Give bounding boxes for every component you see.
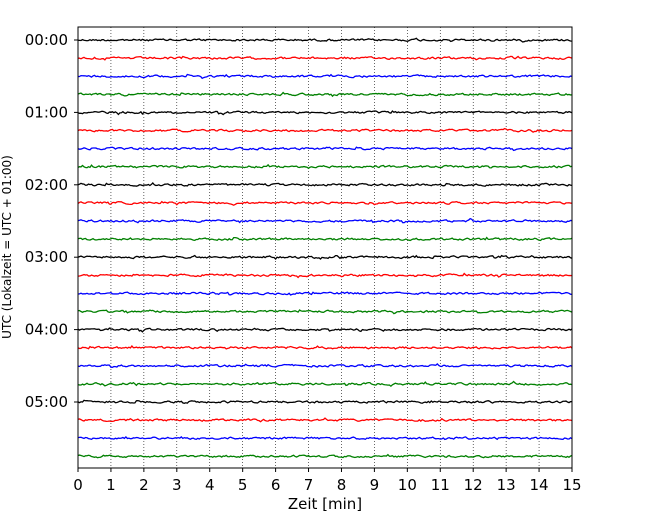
trace-02:00 xyxy=(77,182,573,187)
x-tick-label-6: 6 xyxy=(271,476,281,494)
x-tick-label-7: 7 xyxy=(304,476,314,494)
x-tick-label-14: 14 xyxy=(530,476,549,494)
trace-03:15 xyxy=(77,272,573,279)
x-tick-label-12: 12 xyxy=(464,476,483,494)
trace-04:15 xyxy=(77,345,573,350)
trace-03:30 xyxy=(77,291,573,296)
trace-03:00 xyxy=(77,254,573,261)
x-tick-label-3: 3 xyxy=(172,476,182,494)
x-tick-label-11: 11 xyxy=(431,476,450,494)
x-axis: 0 1 2 3 4 5 6 7 8 9 10 11 12 13 14 15 xyxy=(73,468,582,494)
trace-group xyxy=(77,37,573,459)
trace-01:15 xyxy=(77,127,573,133)
trace-01:30 xyxy=(77,146,573,152)
y-tick-label-02:00: 02:00 xyxy=(25,176,68,194)
y-tick-label-03:00: 03:00 xyxy=(25,248,68,266)
y-axis: 00:00 01:00 02:00 03:00 04:00 05:00 xyxy=(25,31,78,411)
plot-frame xyxy=(77,26,573,469)
trace-05:15 xyxy=(77,417,573,423)
x-tick-label-10: 10 xyxy=(398,476,417,494)
trace-05:00 xyxy=(77,399,573,404)
trace-02:15 xyxy=(77,200,573,206)
trace-03:45 xyxy=(77,309,573,315)
x-tick-label-4: 4 xyxy=(205,476,215,494)
trace-05:30 xyxy=(77,436,573,441)
trace-00:15 xyxy=(77,55,573,61)
trace-00:30 xyxy=(77,73,573,80)
trace-04:00 xyxy=(77,327,573,333)
y-tick-label-05:00: 05:00 xyxy=(25,393,68,411)
x-tick-label-0: 0 xyxy=(73,476,83,494)
x-tick-label-1: 1 xyxy=(106,476,116,494)
x-tick-label-8: 8 xyxy=(337,476,347,494)
x-tick-label-9: 9 xyxy=(370,476,380,494)
trace-01:45 xyxy=(77,163,573,170)
trace-02:45 xyxy=(77,236,573,242)
plot-background xyxy=(78,27,572,468)
trace-04:30 xyxy=(77,363,573,368)
x-tick-label-15: 15 xyxy=(562,476,581,494)
x-tick-label-13: 13 xyxy=(497,476,516,494)
y-tick-label-01:00: 01:00 xyxy=(25,103,68,121)
y-axis-label: UTC (Lokalzeit = UTC + 01:00) xyxy=(0,155,14,339)
y-tick-label-00:00: 00:00 xyxy=(25,31,68,49)
x-axis-label: Zeit [min] xyxy=(288,495,362,513)
trace-04:45 xyxy=(77,380,573,388)
x-tick-label-5: 5 xyxy=(238,476,248,494)
trace-02:30 xyxy=(77,217,573,224)
trace-00:00 xyxy=(77,37,573,43)
trace-01:00 xyxy=(77,110,573,116)
x-tick-label-2: 2 xyxy=(139,476,149,494)
trace-05:45 xyxy=(77,453,573,459)
y-tick-label-04:00: 04:00 xyxy=(25,321,68,339)
trace-00:45 xyxy=(77,91,573,98)
